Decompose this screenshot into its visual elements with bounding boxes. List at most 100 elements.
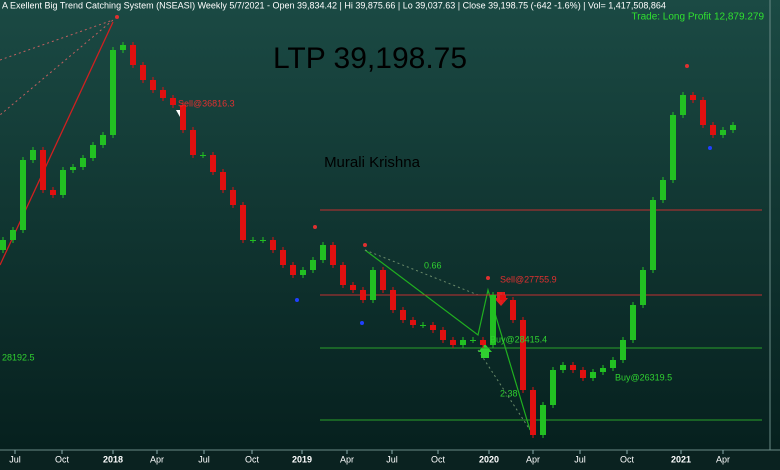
x-tick-label: Jul bbox=[386, 454, 398, 464]
annotation: Sell@36816.3 bbox=[178, 98, 235, 108]
x-tick-label: Apr bbox=[526, 454, 540, 464]
candle bbox=[170, 98, 176, 105]
candle bbox=[200, 155, 206, 156]
annotation: 2.38 bbox=[500, 388, 518, 398]
candle bbox=[380, 270, 386, 290]
buy-arrow bbox=[478, 344, 492, 358]
candle bbox=[270, 240, 276, 250]
candle bbox=[90, 145, 96, 158]
candle bbox=[0, 240, 6, 250]
candle bbox=[660, 180, 666, 200]
trend-line bbox=[364, 249, 479, 296]
x-tick-label: Apr bbox=[716, 454, 730, 464]
candle bbox=[120, 45, 126, 50]
candle bbox=[340, 265, 346, 285]
high-marker bbox=[486, 276, 490, 280]
high-marker bbox=[685, 64, 689, 68]
candle bbox=[50, 190, 56, 195]
annotation: Buy@28415.4 bbox=[490, 334, 547, 344]
x-tick-label: Jul bbox=[574, 454, 586, 464]
candle bbox=[250, 240, 256, 241]
candle bbox=[440, 330, 446, 340]
high-marker bbox=[313, 225, 317, 229]
candle bbox=[700, 100, 706, 125]
candle bbox=[420, 325, 426, 326]
candle bbox=[490, 295, 496, 345]
ltp-label: LTP 39,198.75 bbox=[273, 42, 467, 75]
x-tick-label: 2021 bbox=[671, 454, 691, 464]
candle bbox=[500, 295, 506, 300]
candle bbox=[520, 320, 526, 390]
candle bbox=[280, 250, 286, 265]
candle bbox=[580, 370, 586, 378]
candle bbox=[480, 340, 486, 345]
candle bbox=[570, 365, 576, 370]
candle bbox=[70, 167, 76, 170]
candle bbox=[190, 130, 196, 155]
watermark: Murali Krishna bbox=[324, 154, 421, 171]
candle bbox=[450, 340, 456, 345]
trend-line bbox=[477, 349, 531, 431]
candle bbox=[560, 365, 566, 370]
x-tick-label: Jul bbox=[9, 454, 21, 464]
high-marker bbox=[363, 243, 367, 247]
x-tick-label: Oct bbox=[55, 454, 70, 464]
candle bbox=[590, 372, 596, 378]
x-tick-label: Apr bbox=[150, 454, 164, 464]
x-tick-label: Jul bbox=[198, 454, 210, 464]
candle bbox=[730, 125, 736, 130]
candle bbox=[140, 65, 146, 80]
candle bbox=[220, 172, 226, 190]
candle bbox=[160, 90, 166, 98]
x-axis-strip bbox=[0, 450, 780, 470]
x-tick-label: Oct bbox=[620, 454, 635, 464]
candle bbox=[260, 240, 266, 241]
annotation: 28192.5 bbox=[2, 352, 35, 362]
candle bbox=[690, 95, 696, 100]
candle bbox=[400, 310, 406, 320]
candle bbox=[290, 265, 296, 275]
candle bbox=[550, 370, 556, 405]
candle bbox=[30, 150, 36, 160]
high-marker bbox=[115, 15, 119, 19]
candle bbox=[300, 270, 306, 275]
x-tick-label: Oct bbox=[431, 454, 446, 464]
candle bbox=[530, 390, 536, 435]
candle bbox=[20, 160, 26, 230]
trend-line bbox=[0, 21, 114, 266]
candle bbox=[320, 245, 326, 260]
candle bbox=[40, 150, 46, 190]
candle bbox=[370, 270, 376, 300]
candle bbox=[150, 80, 156, 90]
candle bbox=[310, 260, 316, 270]
annotation: Buy@26319.5 bbox=[615, 372, 672, 382]
x-tick-label: 2018 bbox=[103, 454, 123, 464]
candle bbox=[80, 158, 86, 167]
candle bbox=[100, 135, 106, 145]
candle bbox=[630, 305, 636, 340]
candle bbox=[10, 230, 16, 240]
candle bbox=[710, 125, 716, 135]
candle bbox=[360, 290, 366, 300]
candle bbox=[640, 270, 646, 305]
candle bbox=[540, 405, 546, 435]
low-marker bbox=[295, 298, 299, 302]
candle bbox=[110, 50, 116, 135]
chart-title: A Exellent Big Trend Catching System (NS… bbox=[2, 0, 666, 10]
candle bbox=[330, 245, 336, 265]
x-tick-label: 2020 bbox=[479, 454, 499, 464]
candle bbox=[180, 105, 186, 130]
candle bbox=[680, 95, 686, 115]
candle bbox=[430, 325, 436, 330]
candle bbox=[460, 340, 466, 345]
annotation: 0.66 bbox=[424, 260, 442, 270]
candle bbox=[720, 130, 726, 135]
candle bbox=[650, 200, 656, 270]
candle bbox=[610, 360, 616, 368]
low-marker bbox=[360, 321, 364, 325]
candle bbox=[240, 205, 246, 240]
candle bbox=[600, 368, 606, 372]
x-tick-label: Apr bbox=[340, 454, 354, 464]
low-marker bbox=[708, 146, 712, 150]
